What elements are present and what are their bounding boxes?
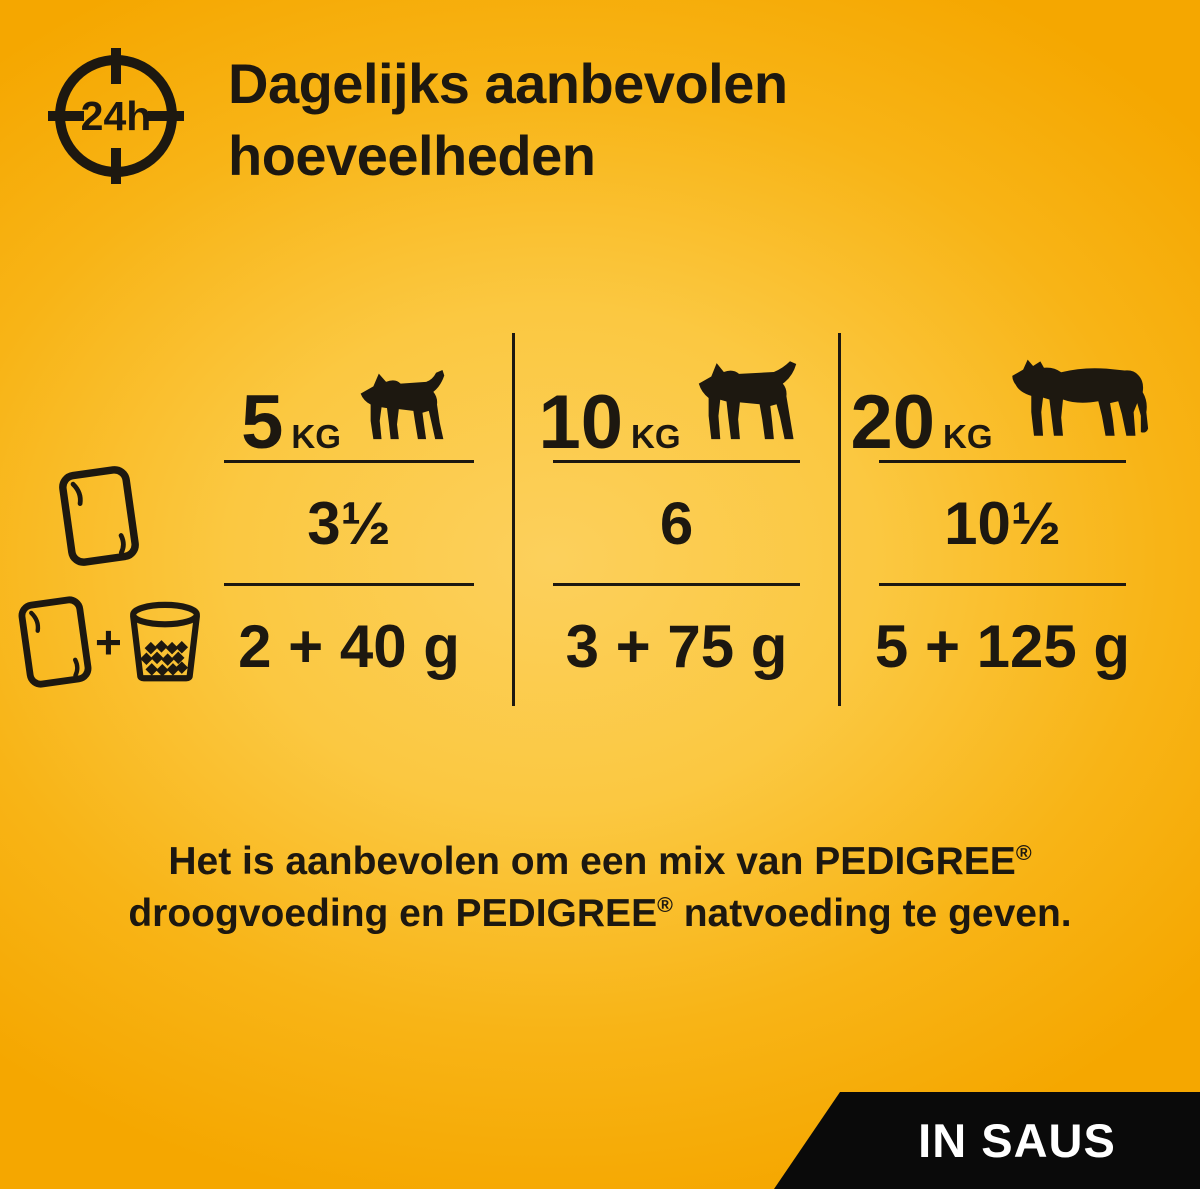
medium-dog-icon: [698, 361, 796, 440]
feeding-table: 5 KG 3½ 2 + 40 g 10 KG 6 3 + 75 g 20 KG: [186, 333, 1164, 706]
divider: [553, 460, 800, 463]
brand-name: PEDIGREE: [814, 840, 1016, 883]
large-dog-icon: [1011, 359, 1148, 436]
24h-clock-icon: 24h: [48, 48, 184, 184]
kibble-bits: [140, 640, 188, 677]
divider: [553, 583, 800, 586]
kibble-cup-icon: [129, 601, 200, 682]
clock-label: 24h: [81, 93, 152, 139]
weight-unit: KG: [291, 418, 341, 456]
banner-label: IN SAUS: [918, 1114, 1116, 1167]
divider: [879, 583, 1126, 586]
registered-mark: ®: [1015, 841, 1032, 865]
column-header: 10 KG: [515, 333, 838, 460]
divider: [879, 460, 1126, 463]
note-text: natvoeding te geven.: [672, 891, 1072, 935]
page-title: Dagelijks aanbevolen hoeveelheden: [228, 52, 788, 187]
weight-column-10kg: 10 KG 6 3 + 75 g: [512, 333, 838, 706]
divider: [224, 460, 474, 463]
weight-value: 5: [241, 379, 284, 465]
column-header: 20 KG: [841, 333, 1164, 460]
wet-pouch-icon: [59, 466, 139, 566]
weight-column-20kg: 20 KG 10½ 5 + 125 g: [838, 333, 1164, 706]
pouches-plus-dry-per-day: 3 + 75 g: [565, 612, 788, 680]
registered-mark: ®: [657, 892, 673, 917]
plus-icon: +: [95, 616, 122, 668]
weight-unit: KG: [943, 418, 993, 456]
pouches-per-day: 6: [659, 489, 694, 557]
note-text: droogvoeding en: [128, 891, 456, 935]
wet-pouch-icon: [18, 596, 92, 688]
mix-recommendation-text: Het is aanbevolen om een mix van PEDIGRE…: [0, 836, 1200, 940]
small-dog-icon: [360, 370, 445, 440]
in-saus-banner: IN SAUS: [774, 1092, 1200, 1189]
pouches-plus-dry-per-day: 5 + 125 g: [874, 612, 1131, 680]
wet-pouch-plus-kibble-cup-icon: +: [18, 596, 203, 688]
weight-value: 10: [538, 379, 624, 465]
brand-name: PEDIGREE: [455, 891, 658, 935]
pouches-plus-dry-per-day: 2 + 40 g: [238, 612, 460, 680]
pouches-per-day: 3½: [307, 489, 391, 557]
weight-value: 20: [850, 379, 936, 465]
pouches-per-day: 10½: [944, 489, 1061, 557]
weight-column-5kg: 5 KG 3½ 2 + 40 g: [186, 333, 512, 706]
column-header: 5 KG: [186, 333, 512, 460]
note-text: Het is aanbevolen om een mix van: [168, 840, 815, 883]
divider: [224, 583, 474, 586]
weight-unit: KG: [631, 418, 681, 456]
